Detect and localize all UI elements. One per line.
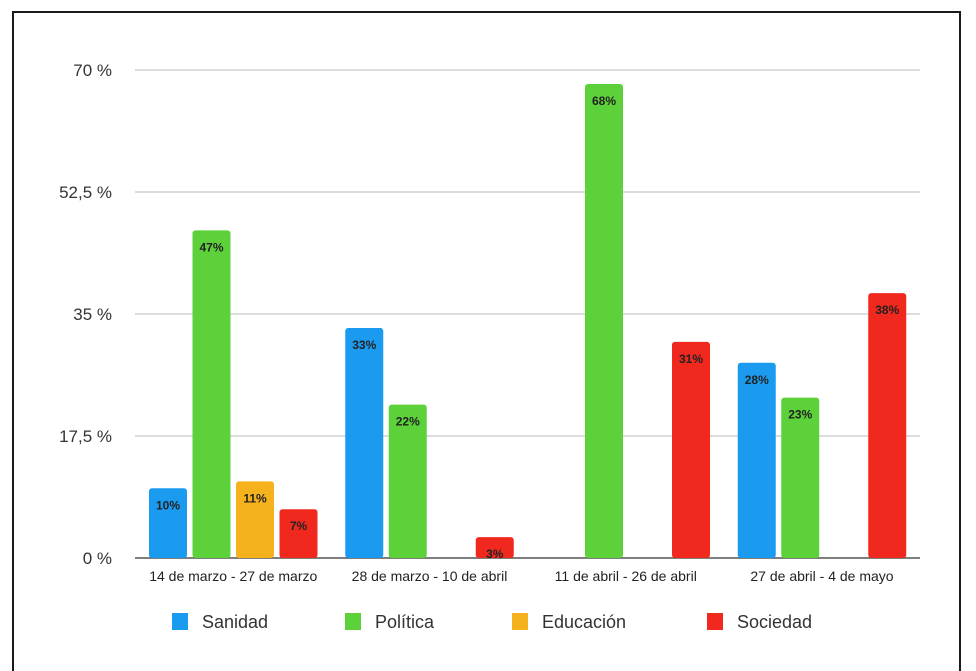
bar [149,488,187,558]
bar [279,509,318,558]
bar [672,341,710,558]
data-label: 33% [352,338,376,352]
legend-swatch [172,613,188,630]
data-label: 38% [875,303,899,317]
data-label: 28% [745,373,769,387]
x-tick-label: 14 de marzo - 27 de marzo [149,568,317,584]
bar [585,83,623,558]
legend-label: Política [375,612,435,632]
legend: Sanidad Política Educación Sociedad [172,612,812,632]
x-tick-label: 11 de abril - 26 de abril [555,568,697,584]
legend-swatch [512,613,528,630]
bar [345,327,384,558]
legend-label: Educación [542,612,626,632]
data-label: 11% [243,491,267,505]
bar [475,537,514,558]
chart-frame [12,11,961,671]
bar [192,230,231,559]
data-label: 22% [396,415,420,429]
bar [868,293,907,558]
bar [737,362,776,558]
y-axis-ticks: 0 % 17,5 % 35 % 52,5 % 70 % [59,61,112,568]
bar [388,404,427,558]
x-tick-label: 28 de marzo - 10 de abril [352,568,508,584]
legend-swatch [707,613,723,630]
y-tick-label: 17,5 % [59,427,112,446]
data-label: 47% [199,240,223,254]
data-label: 3% [486,547,504,561]
data-label: 7% [290,519,308,533]
y-tick-label: 35 % [73,305,112,324]
data-label: 31% [679,352,703,366]
bar [236,481,274,558]
data-label: 10% [156,498,180,512]
y-tick-label: 52,5 % [59,183,112,202]
data-label: 68% [592,94,616,108]
bar [781,397,820,558]
legend-label: Sociedad [737,612,812,632]
x-tick-label: 27 de abril - 4 de mayo [750,568,893,584]
y-tick-label: 0 % [83,549,112,568]
bars: 10% 47% 11% 7% 33% 22% 3% 68% 31% 28% 23% 38% [149,83,907,561]
y-tick-label: 70 % [73,61,112,80]
data-label: 23% [788,408,812,422]
x-axis-ticks: 14 de marzo - 27 de marzo 28 de marzo - 1… [149,568,894,584]
legend-label: Sanidad [202,612,268,632]
legend-swatch [345,613,361,630]
